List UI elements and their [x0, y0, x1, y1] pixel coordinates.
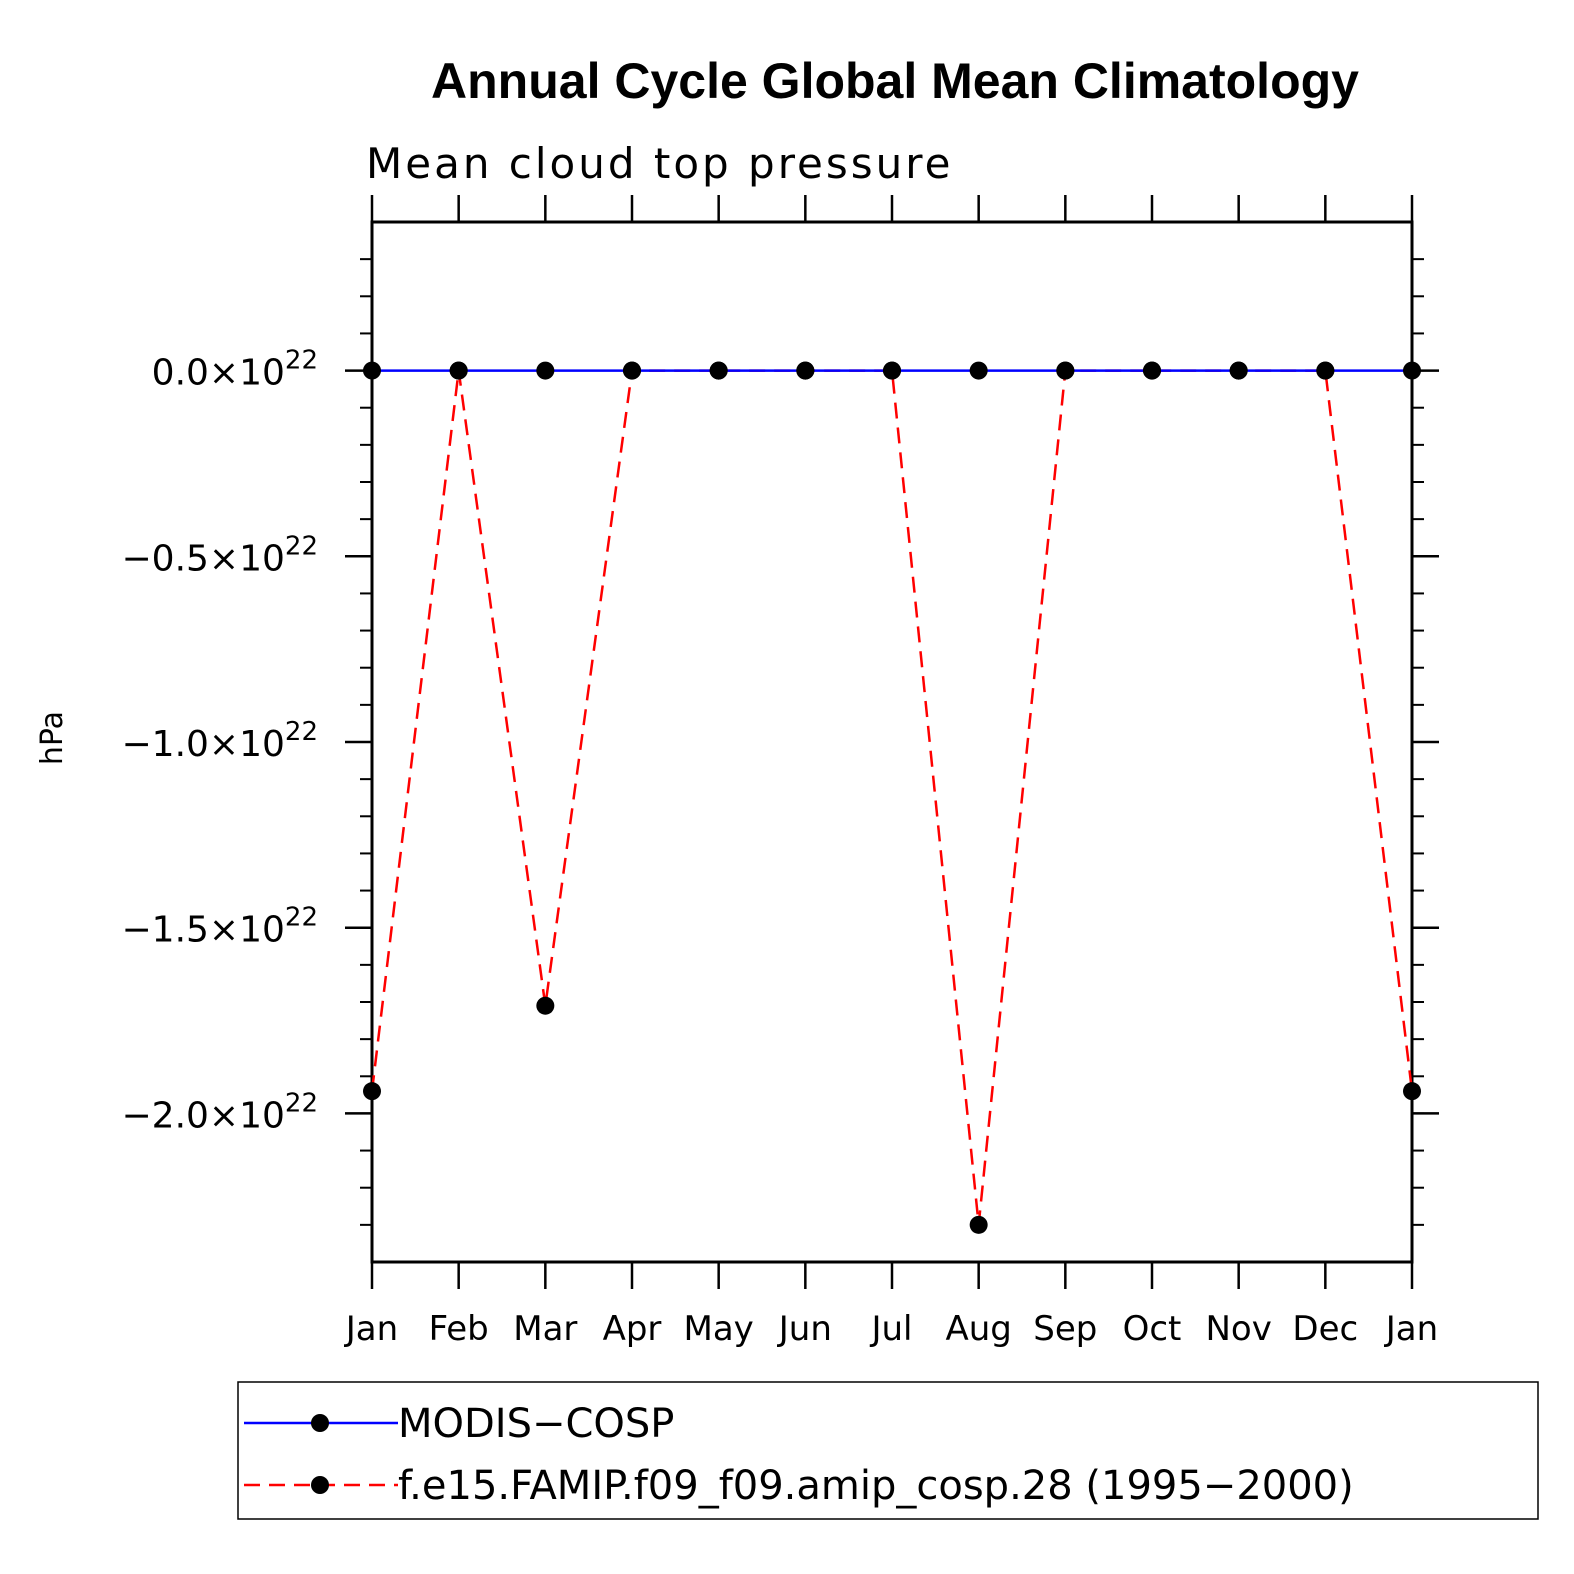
legend-label-1: f.e15.FAMIP.f09_f09.amip_cosp.28 (1995−2…: [398, 1463, 1354, 1509]
legend-marker-1: [311, 1476, 329, 1494]
data-point: [969, 361, 988, 380]
legend: MODIS−COSP f.e15.FAMIP.f09_f09.amip_cosp.…: [237, 1381, 1539, 1520]
x-tick-label: Dec: [1292, 1309, 1358, 1349]
data-point: [709, 361, 728, 380]
y-tick-label: −2.0×1022: [122, 1088, 318, 1136]
x-tick-label: Aug: [945, 1309, 1011, 1349]
data-point: [1056, 361, 1075, 380]
chart-subtitle: Mean cloud top pressure: [366, 139, 953, 188]
x-tick-label: Jan: [344, 1309, 398, 1349]
x-tick-label: Sep: [1033, 1309, 1097, 1349]
legend-label-0: MODIS−COSP: [398, 1401, 674, 1447]
chart-title: Annual Cycle Global Mean Climatology: [431, 53, 1359, 109]
data-point: [1229, 361, 1248, 380]
y-axis-label: hPa: [35, 711, 70, 765]
y-tick-label: 0.0×1022: [152, 346, 318, 394]
x-tick-label: May: [684, 1309, 754, 1349]
y-tick-label: −1.0×1022: [122, 717, 318, 765]
data-point: [796, 361, 815, 380]
y-tick-label: −1.5×1022: [122, 903, 318, 951]
axes: Jan Feb Mar Apr May Jun Jul Aug Sep Oct Nov Dec Jan 0…: [122, 195, 1439, 1349]
data-point: [1143, 361, 1161, 380]
data-point: [536, 996, 555, 1015]
x-tick-label: Oct: [1123, 1309, 1182, 1349]
x-tick-label: Apr: [603, 1309, 662, 1349]
legend-box: [237, 1381, 1539, 1520]
data-point: [623, 361, 641, 380]
data-point: [363, 361, 381, 380]
x-tick-label: Jul: [869, 1309, 912, 1349]
x-tick-label: Feb: [429, 1309, 489, 1349]
series-layer: [363, 361, 1421, 1234]
y-tick-label: −0.5×1022: [122, 531, 318, 579]
data-point: [1403, 1082, 1421, 1101]
x-tick-label: Jan: [1384, 1309, 1438, 1349]
x-tick-label: Nov: [1205, 1309, 1271, 1349]
legend-marker-0: [311, 1414, 329, 1432]
data-point: [1403, 361, 1421, 380]
data-point: [536, 361, 555, 380]
x-tick-label: Jun: [777, 1309, 832, 1349]
data-point: [1316, 361, 1335, 380]
data-point: [883, 361, 901, 380]
data-point: [363, 1082, 381, 1101]
data-point: [449, 361, 468, 380]
data-point: [969, 1215, 988, 1234]
series-line-1: [370, 369, 1414, 1225]
x-tick-label: Mar: [513, 1309, 577, 1349]
